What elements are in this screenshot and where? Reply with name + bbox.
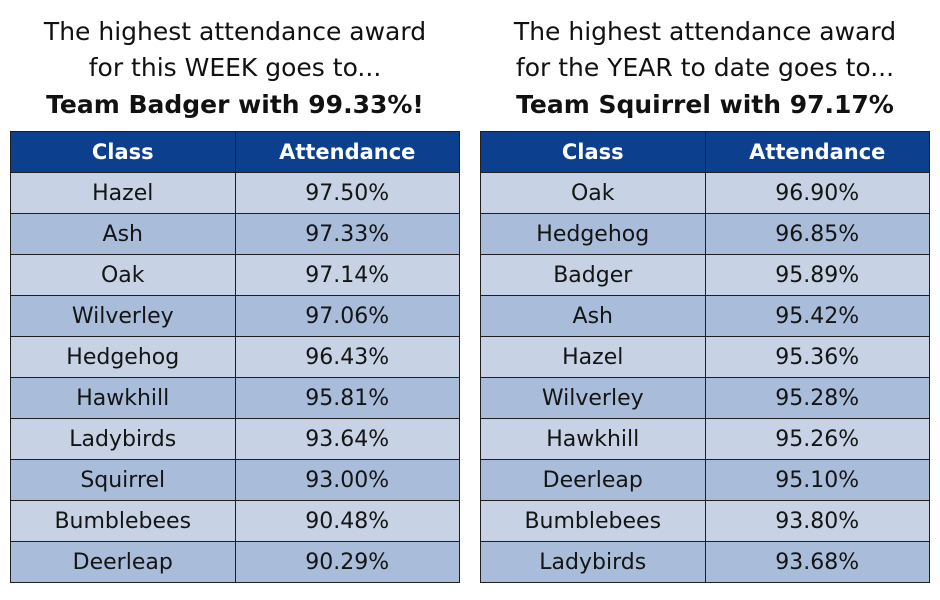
class-name-cell: Bumblebees xyxy=(10,500,236,542)
table-row: Deerleap 95.10% xyxy=(480,459,930,501)
class-name-cell: Ash xyxy=(480,295,706,337)
attendance-cell: 93.64% xyxy=(234,418,460,460)
table-row: Bumblebees 93.80% xyxy=(480,500,930,542)
table-row: Ash 95.42% xyxy=(480,295,930,337)
table-row: Deerleap 90.29% xyxy=(10,541,460,583)
yearly-panel: The highest attendance award for the YEA… xyxy=(480,0,930,583)
weekly-table-header-row: Class Attendance xyxy=(10,131,460,173)
yearly-heading: The highest attendance award for the YEA… xyxy=(480,0,930,130)
attendance-cell: 97.50% xyxy=(234,172,460,214)
yearly-heading-line2: for the YEAR to date goes to... xyxy=(515,53,895,82)
class-name-cell: Deerleap xyxy=(10,541,236,583)
attendance-cell: 95.89% xyxy=(704,254,930,296)
attendance-cell: 90.48% xyxy=(234,500,460,542)
class-name-cell: Hawkhill xyxy=(10,377,236,419)
table-row: Oak 96.90% xyxy=(480,172,930,214)
attendance-cell: 95.36% xyxy=(704,336,930,378)
class-name-cell: Wilverley xyxy=(480,377,706,419)
table-row: Ladybirds 93.68% xyxy=(480,541,930,583)
yearly-col-attendance-header: Attendance xyxy=(704,131,930,173)
attendance-cell: 93.68% xyxy=(704,541,930,583)
weekly-heading-line2: for this WEEK goes to... xyxy=(88,53,382,82)
weekly-winner: Team Badger with 99.33%! xyxy=(46,90,424,119)
weekly-attendance-table: Class Attendance Hazel 97.50% Ash 97.33% Oak… xyxy=(10,131,460,583)
table-row: Hawkhill 95.26% xyxy=(480,418,930,460)
class-name-cell: Oak xyxy=(10,254,236,296)
class-name-cell: Hawkhill xyxy=(480,418,706,460)
yearly-col-class-header: Class xyxy=(480,131,706,173)
attendance-cell: 97.06% xyxy=(234,295,460,337)
attendance-cell: 95.26% xyxy=(704,418,930,460)
class-name-cell: Wilverley xyxy=(10,295,236,337)
table-row: Badger 95.89% xyxy=(480,254,930,296)
attendance-cell: 90.29% xyxy=(234,541,460,583)
yearly-table-header-row: Class Attendance xyxy=(480,131,930,173)
class-name-cell: Hazel xyxy=(10,172,236,214)
weekly-heading: The highest attendance award for this WE… xyxy=(10,0,460,130)
class-name-cell: Bumblebees xyxy=(480,500,706,542)
attendance-cell: 95.10% xyxy=(704,459,930,501)
table-row: Ash 97.33% xyxy=(10,213,460,255)
weekly-heading-line1: The highest attendance award xyxy=(43,17,427,46)
yearly-attendance-table: Class Attendance Oak 96.90% Hedgehog 96.85%… xyxy=(480,131,930,583)
class-name-cell: Squirrel xyxy=(10,459,236,501)
yearly-winner: Team Squirrel with 97.17% xyxy=(516,90,894,119)
table-row: Bumblebees 90.48% xyxy=(10,500,460,542)
table-row: Ladybirds 93.64% xyxy=(10,418,460,460)
class-name-cell: Hedgehog xyxy=(10,336,236,378)
yearly-heading-line1: The highest attendance award xyxy=(513,17,897,46)
class-name-cell: Ladybirds xyxy=(10,418,236,460)
attendance-cell: 95.42% xyxy=(704,295,930,337)
attendance-cell: 95.28% xyxy=(704,377,930,419)
class-name-cell: Deerleap xyxy=(480,459,706,501)
attendance-cell: 93.00% xyxy=(234,459,460,501)
class-name-cell: Ash xyxy=(10,213,236,255)
attendance-cell: 96.43% xyxy=(234,336,460,378)
table-row: Oak 97.14% xyxy=(10,254,460,296)
table-row: Wilverley 95.28% xyxy=(480,377,930,419)
attendance-cell: 96.85% xyxy=(704,213,930,255)
table-row: Hawkhill 95.81% xyxy=(10,377,460,419)
weekly-panel: The highest attendance award for this WE… xyxy=(10,0,460,583)
attendance-cell: 95.81% xyxy=(234,377,460,419)
class-name-cell: Oak xyxy=(480,172,706,214)
table-row: Squirrel 93.00% xyxy=(10,459,460,501)
table-row: Hazel 97.50% xyxy=(10,172,460,214)
attendance-cell: 97.33% xyxy=(234,213,460,255)
weekly-col-class-header: Class xyxy=(10,131,236,173)
class-name-cell: Hedgehog xyxy=(480,213,706,255)
weekly-col-attendance-header: Attendance xyxy=(234,131,460,173)
table-row: Hedgehog 96.43% xyxy=(10,336,460,378)
table-row: Hedgehog 96.85% xyxy=(480,213,930,255)
table-row: Wilverley 97.06% xyxy=(10,295,460,337)
attendance-cell: 97.14% xyxy=(234,254,460,296)
attendance-cell: 93.80% xyxy=(704,500,930,542)
class-name-cell: Hazel xyxy=(480,336,706,378)
table-row: Hazel 95.36% xyxy=(480,336,930,378)
class-name-cell: Ladybirds xyxy=(480,541,706,583)
attendance-cell: 96.90% xyxy=(704,172,930,214)
class-name-cell: Badger xyxy=(480,254,706,296)
